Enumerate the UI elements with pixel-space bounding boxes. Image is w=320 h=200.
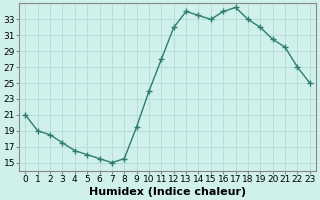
X-axis label: Humidex (Indice chaleur): Humidex (Indice chaleur): [89, 187, 246, 197]
